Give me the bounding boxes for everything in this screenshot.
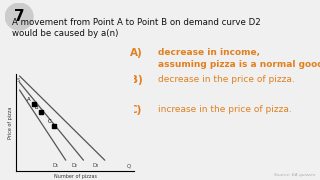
Text: A movement from Point A to Point B on demand curve D2: A movement from Point A to Point B on de… (12, 18, 261, 27)
Text: decrease in income,: decrease in income, (158, 48, 260, 57)
Text: 7: 7 (14, 9, 25, 24)
Text: D₂: D₂ (71, 163, 77, 168)
Text: C): C) (130, 105, 142, 115)
Y-axis label: Price of pizza: Price of pizza (8, 106, 13, 139)
Text: increase in the price of pizza.: increase in the price of pizza. (158, 105, 292, 114)
Text: Source: EA quizzes: Source: EA quizzes (274, 173, 315, 177)
Text: A): A) (130, 48, 143, 58)
Text: B: B (34, 105, 38, 110)
Text: D₁: D₁ (52, 163, 58, 168)
Text: decrease in the price of pizza.: decrease in the price of pizza. (158, 75, 295, 84)
Text: C: C (47, 119, 51, 124)
Text: D₃: D₃ (92, 163, 98, 168)
Text: would be caused by a(n): would be caused by a(n) (12, 29, 118, 38)
Text: B): B) (130, 75, 143, 85)
Text: Q: Q (126, 164, 131, 169)
Circle shape (5, 3, 33, 30)
Text: assuming pizza is a normal good.: assuming pizza is a normal good. (158, 60, 320, 69)
Text: A: A (27, 97, 31, 102)
X-axis label: Number of pizzas
per month: Number of pizzas per month (54, 174, 97, 180)
Text: S: S (17, 78, 20, 83)
